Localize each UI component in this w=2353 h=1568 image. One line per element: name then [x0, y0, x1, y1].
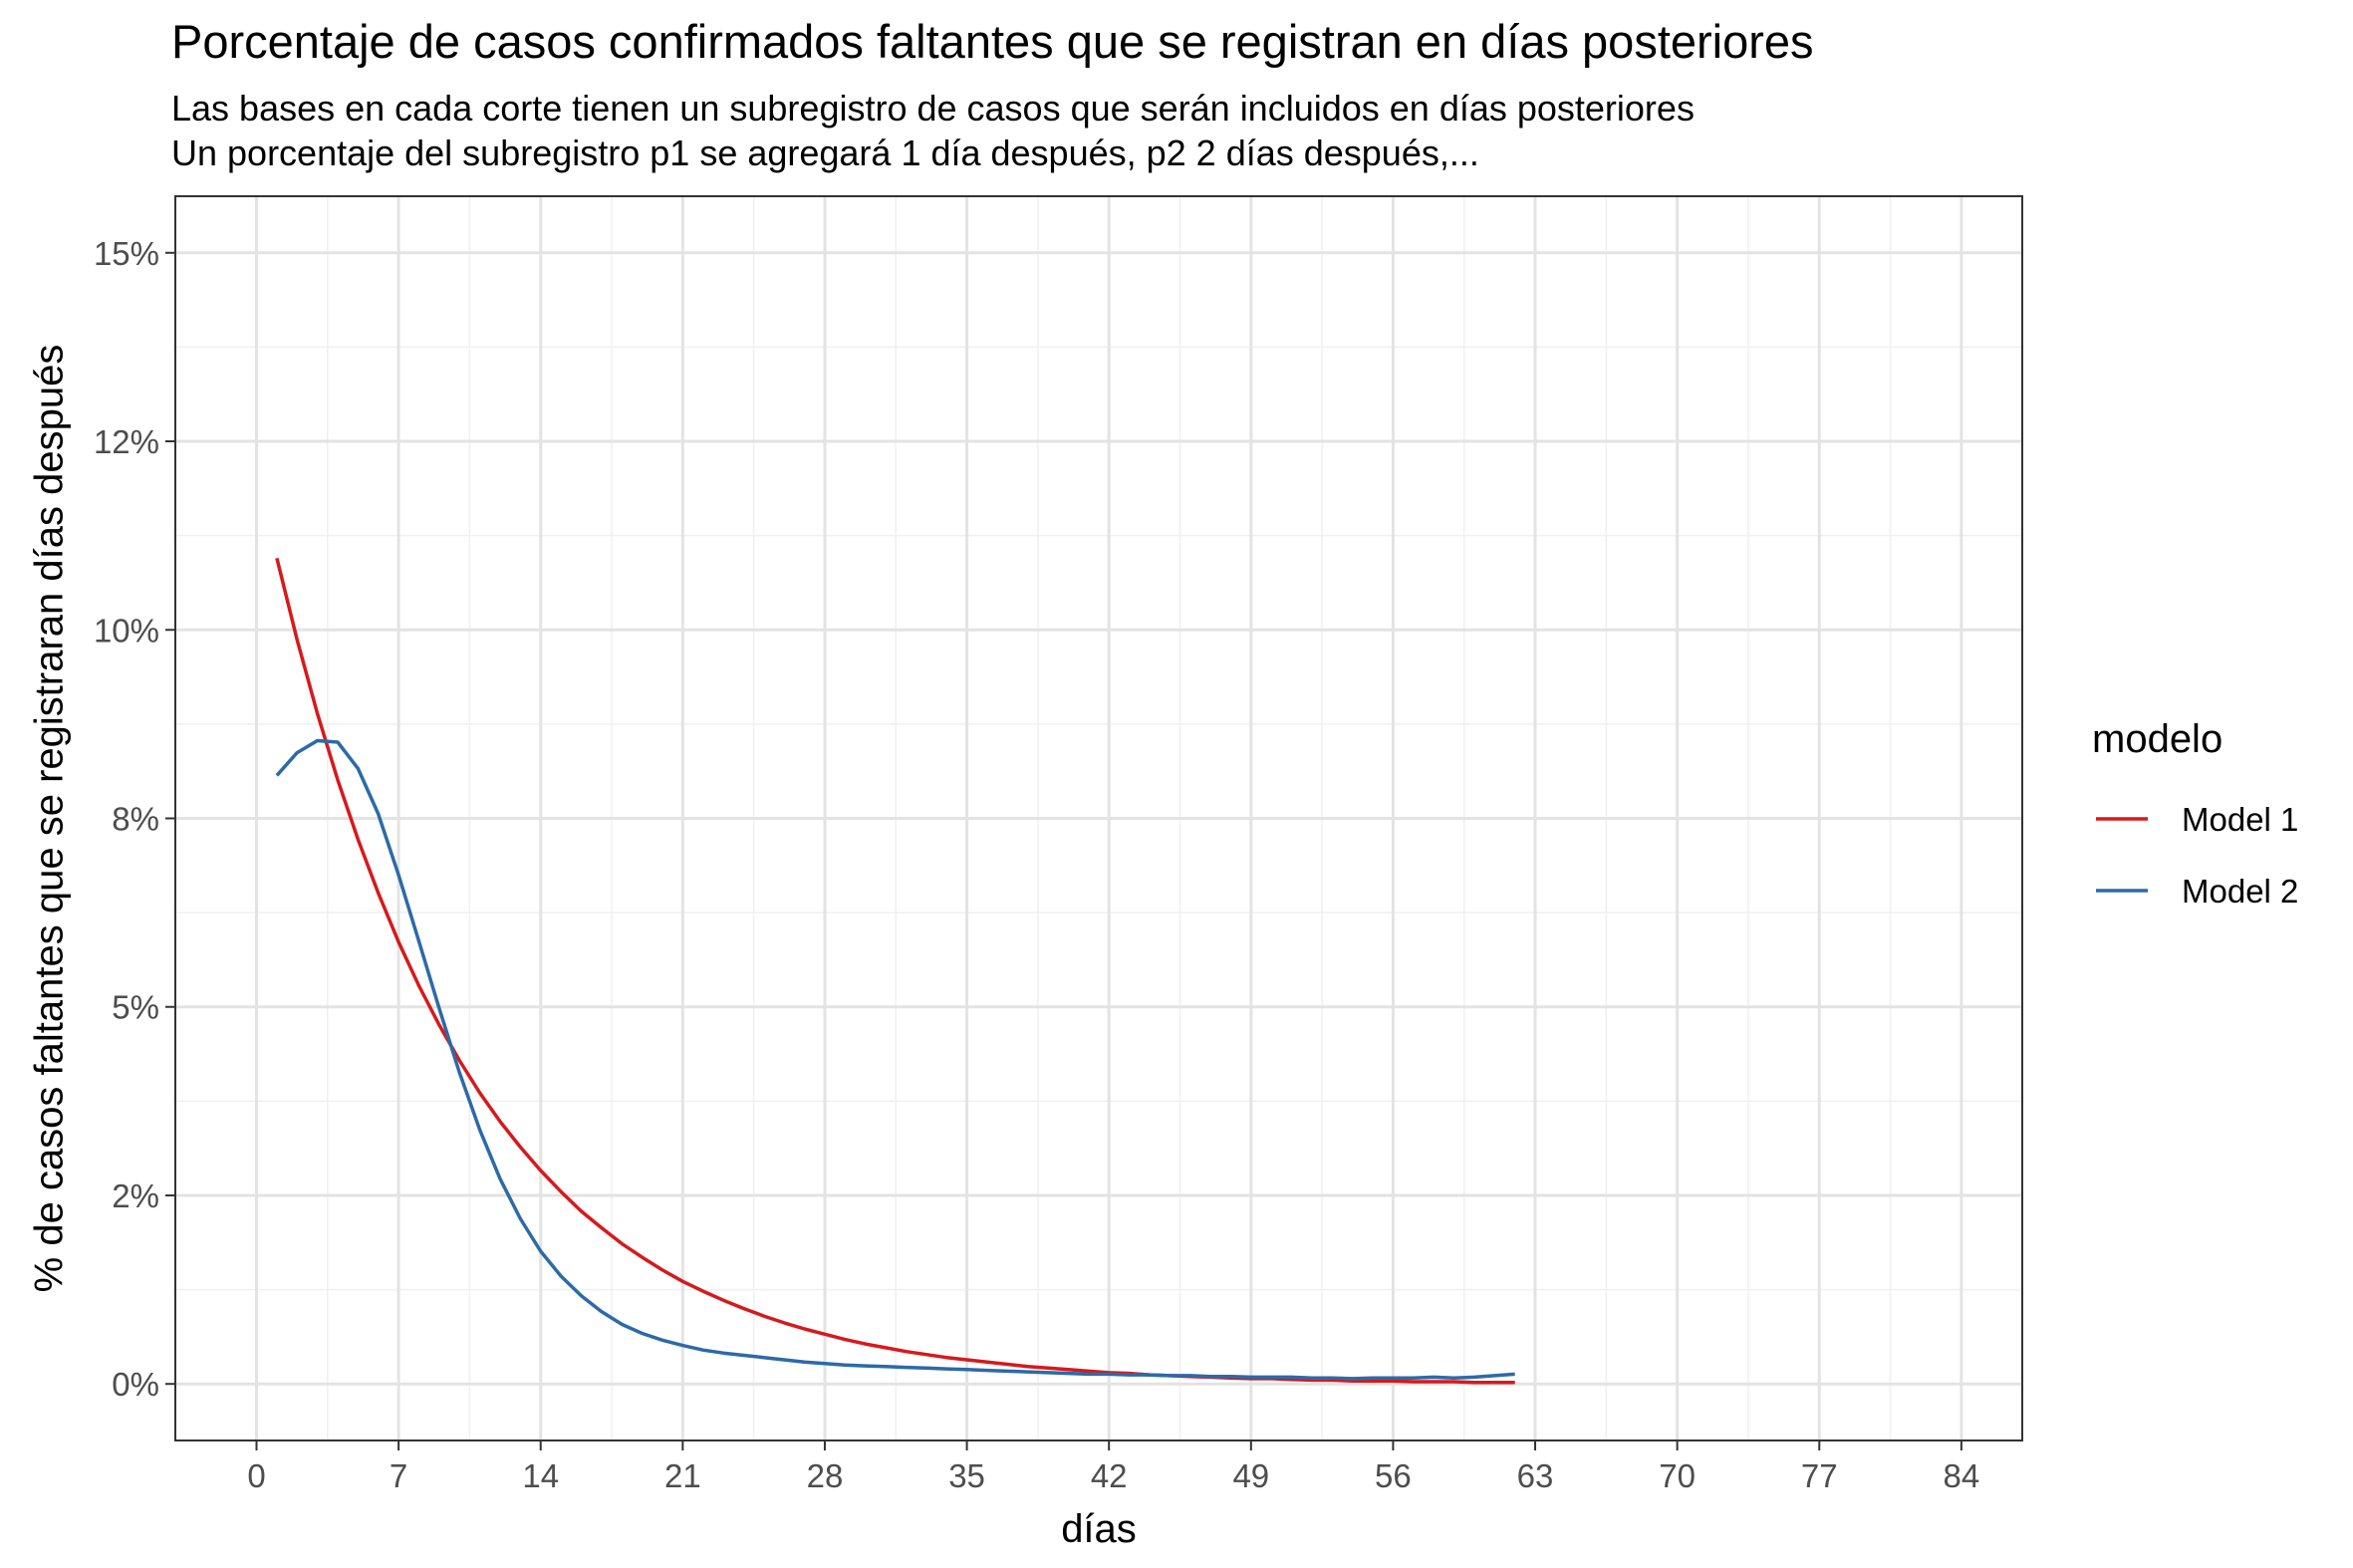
- x-tick-label: 84: [1944, 1457, 1980, 1494]
- x-tick-label: 35: [948, 1457, 985, 1494]
- x-tick-label: 70: [1659, 1457, 1696, 1494]
- major-gridlines: [175, 196, 2022, 1440]
- x-tick-label: 77: [1801, 1457, 1838, 1494]
- legend-label-model-2: Model 2: [2182, 873, 2298, 910]
- y-tick-label: 10%: [94, 612, 159, 649]
- x-tick-label: 14: [522, 1457, 559, 1494]
- x-tick-label: 28: [807, 1457, 844, 1494]
- x-tick-label: 42: [1091, 1457, 1128, 1494]
- series-line-model-2: [275, 738, 1515, 1381]
- y-tick-label: 2%: [112, 1177, 159, 1214]
- x-tick-label: 21: [664, 1457, 701, 1494]
- x-axis: 0 7 14 21 28 35 42 49 56 63 70 77 84: [247, 1440, 1979, 1494]
- x-tick-label: 7: [390, 1457, 407, 1494]
- x-tick-label: 63: [1517, 1457, 1554, 1494]
- x-tick-label: 56: [1375, 1457, 1412, 1494]
- chart-title: Porcentaje de casos confirmados faltante…: [171, 15, 1814, 68]
- series-lines: [275, 557, 1515, 1385]
- legend-label-model-1: Model 1: [2182, 801, 2298, 838]
- series-line-model-1: [275, 557, 1515, 1385]
- legend: modelo Model 1 Model 2: [2092, 717, 2298, 910]
- chart-subtitle-line-2: Un porcentaje del subregistro p1 se agre…: [171, 132, 1479, 173]
- x-tick-label: 49: [1232, 1457, 1269, 1494]
- chart-subtitle-line-1: Las bases en cada corte tienen un subreg…: [171, 88, 1695, 129]
- legend-title: modelo: [2092, 717, 2222, 761]
- y-tick-label: 12%: [94, 423, 159, 460]
- y-tick-label: 0%: [112, 1366, 159, 1403]
- y-axis: 0% 2% 5% 8% 10% 12% 15%: [94, 235, 175, 1403]
- y-axis-label: % de casos faltantes que se registraran …: [28, 345, 72, 1293]
- y-tick-label: 15%: [94, 235, 159, 272]
- y-tick-label: 5%: [112, 989, 159, 1026]
- x-tick-label: 0: [247, 1457, 265, 1494]
- x-axis-label: días: [1061, 1507, 1137, 1551]
- y-tick-label: 8%: [112, 801, 159, 838]
